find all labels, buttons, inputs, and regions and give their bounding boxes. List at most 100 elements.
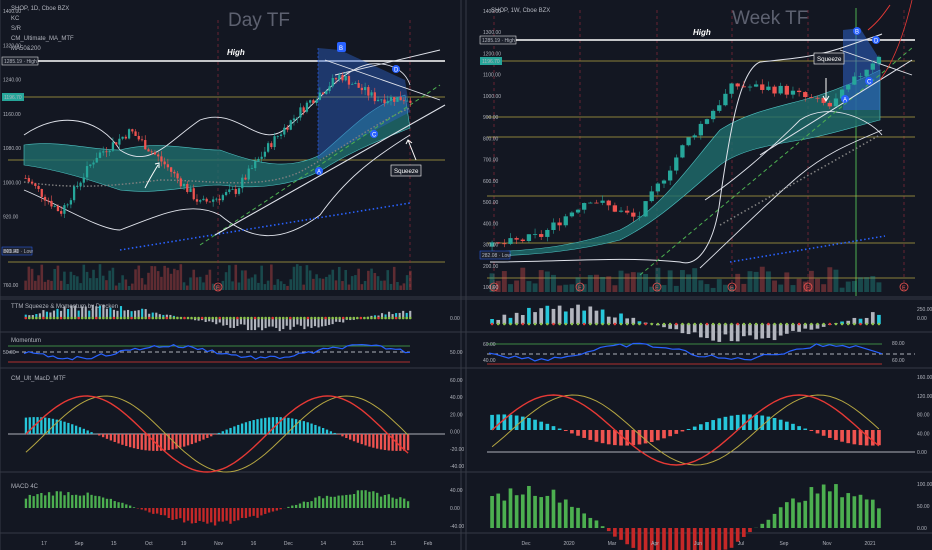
day-candle-body	[260, 156, 263, 159]
day-candle-body	[24, 177, 27, 179]
week-candle-body	[643, 201, 648, 217]
week-candle-body	[618, 210, 624, 212]
day-volume-bar	[30, 268, 34, 290]
day-price-tick-label: 1000.00	[3, 180, 21, 186]
week-squeeze-dot	[810, 322, 813, 326]
day-squeeze-dot	[296, 316, 299, 320]
week-candle-body	[569, 212, 575, 217]
day-candle-body	[305, 102, 309, 112]
week-candle-body	[796, 90, 802, 93]
day-candle-body	[360, 87, 364, 91]
day-price-tick-label: 1240.00	[3, 78, 21, 84]
day-squeeze-dot	[257, 316, 260, 320]
week-squeeze-dot	[564, 322, 568, 326]
day-candle-body	[250, 168, 254, 169]
week-price-pane	[487, 0, 915, 296]
day-squeeze-dot	[285, 316, 289, 320]
week-high-badge: 1285.19 · High	[479, 35, 517, 45]
day-volume-bar	[370, 268, 373, 290]
day-squeeze-tick-label: 0.00	[450, 316, 460, 322]
week-volume-bar	[765, 271, 771, 292]
day-volume-bar	[334, 280, 338, 290]
svg-text:1196.70: 1196.70	[482, 59, 500, 65]
day-volume-bar	[350, 276, 354, 290]
day-squeeze-dot	[190, 316, 193, 320]
week-candle-body	[735, 83, 740, 87]
week-squeeze-dot	[521, 322, 525, 326]
week-earnings-marker-e-label: E	[806, 286, 810, 292]
day-macd-tick-label: 0.00	[450, 430, 460, 436]
day-squeeze-dot	[303, 316, 306, 320]
day-squeeze-dot	[123, 316, 126, 320]
day-squeeze-dot	[204, 316, 207, 320]
day-squeeze-dot	[253, 316, 257, 320]
day-volume-bar	[88, 278, 92, 290]
week-squeeze-dot	[797, 322, 801, 326]
week-volume-bar	[538, 270, 544, 292]
week-volume-bar	[600, 276, 606, 292]
day-candle-body	[315, 99, 318, 104]
week-squeeze-dot	[533, 322, 537, 326]
day-squeeze-dot	[405, 316, 409, 320]
day-candle-body	[270, 143, 273, 148]
day-volume-bar	[231, 281, 234, 290]
day-squeeze-dot	[24, 316, 28, 320]
day-volume-bar	[166, 267, 170, 290]
day-volume-bar	[176, 270, 179, 290]
day-candle-body	[95, 157, 98, 163]
day-candle-body	[34, 183, 37, 186]
day-candle-body	[92, 162, 95, 165]
svg-text:C: C	[372, 133, 377, 139]
day-squeeze-dot	[179, 316, 183, 320]
day-volume-bar	[266, 280, 270, 290]
day-volume-bar	[379, 280, 383, 290]
day-volume-bar	[72, 275, 76, 290]
week-squeeze-dot	[760, 322, 764, 326]
week-price-tick-label: 500.00	[483, 200, 499, 206]
day-volume-bar	[179, 264, 183, 290]
week-candle-body	[766, 86, 771, 90]
week-low-badge: 282.08 · Low	[479, 250, 511, 260]
week-earnings-marker-e-label: E	[730, 286, 734, 292]
week-volume-bar	[808, 270, 814, 292]
week-price-tick-label: 600.00	[483, 179, 499, 185]
day-volume-bar	[121, 275, 124, 290]
day-squeeze-dot	[271, 316, 274, 320]
week-volume-bar	[612, 285, 618, 292]
day-squeeze-dot	[119, 316, 123, 320]
day-squeeze-dot	[52, 316, 56, 320]
day-volume-bar	[328, 274, 331, 290]
day-squeeze-dot	[73, 316, 77, 320]
day-candle-body	[131, 129, 134, 132]
week-macd-tick-label: 120.00	[917, 394, 932, 400]
day-volume-bar	[305, 265, 309, 290]
day-candle-body	[140, 139, 144, 141]
week-candle-body	[686, 137, 691, 146]
day-price-tick-label: 1320.00	[3, 43, 21, 49]
day-candle-body	[66, 204, 69, 206]
day-date-label: Dec	[284, 541, 293, 547]
day-volume-bar	[218, 285, 221, 290]
svg-text:Squeeze: Squeeze	[817, 56, 842, 63]
day-candle-body	[98, 152, 102, 158]
day-candle-body	[176, 173, 179, 179]
day-squeeze-dot	[380, 316, 384, 320]
day-volume-bar	[409, 270, 412, 290]
day-candle-body	[60, 211, 63, 214]
day-squeeze-label: Squeeze	[390, 164, 422, 177]
day-squeeze-dot	[232, 316, 236, 320]
week-volume-bar	[679, 270, 685, 292]
day-candle-body	[182, 184, 186, 187]
day-squeeze-dot	[408, 316, 412, 320]
week-price-tick-label: 800.00	[483, 136, 499, 142]
day-volume-bar	[405, 275, 409, 290]
week-volume-bar	[557, 285, 563, 292]
day-squeeze-dot	[154, 316, 158, 320]
day-squeeze-dot	[133, 316, 137, 320]
week-squeeze-dot	[546, 322, 549, 326]
day-squeeze-dot	[162, 316, 165, 320]
day-volume-bar	[169, 273, 173, 290]
day-volume-bar	[127, 285, 131, 290]
week-squeeze-dot	[791, 322, 795, 326]
week-date-label: 2020	[563, 541, 574, 547]
